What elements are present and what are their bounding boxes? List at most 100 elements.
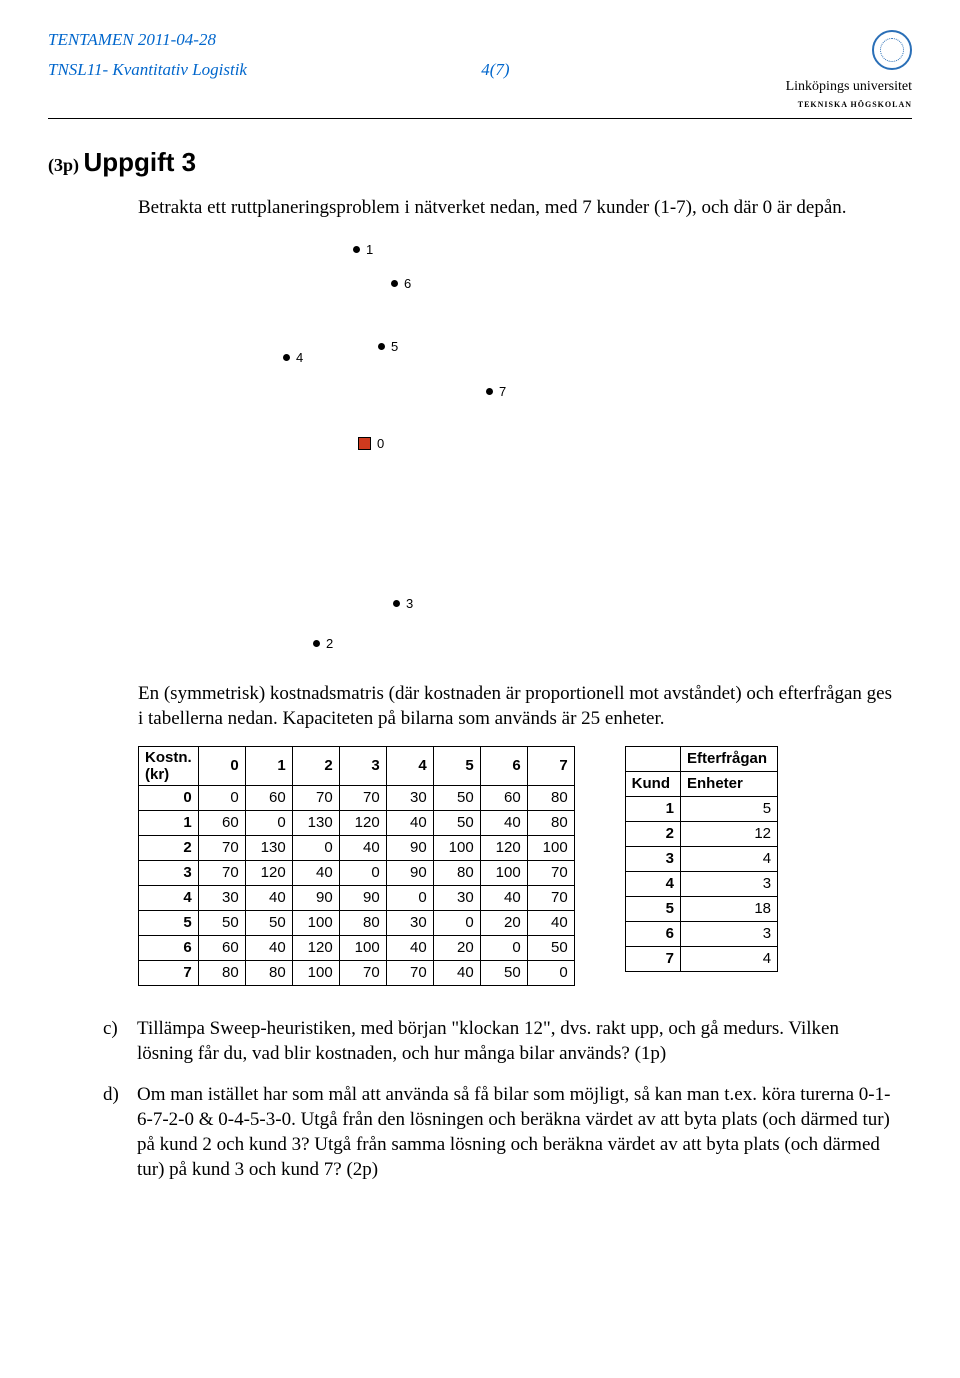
demand-value-cell: 12 <box>681 821 778 846</box>
cost-corner: Kostn.(kr) <box>139 746 199 785</box>
cost-cell: 80 <box>198 960 245 985</box>
cost-cell: 30 <box>386 910 433 935</box>
cost-cell: 60 <box>198 935 245 960</box>
subq-c-text: Tillämpa Sweep-heuristiken, med början "… <box>137 1018 839 1064</box>
cost-cell: 0 <box>245 810 292 835</box>
demand-value-cell: 4 <box>681 846 778 871</box>
demand-kund-cell: 4 <box>625 871 680 896</box>
table-row: 27013004090100120100 <box>139 835 575 860</box>
demand-kund-cell: 7 <box>625 946 680 971</box>
cost-cell: 90 <box>292 885 339 910</box>
demand-efterfragan-header: Efterfrågan <box>681 746 778 771</box>
tables-row: Kostn.(kr)012345670060707030506080160013… <box>138 746 892 986</box>
cost-row-header: 0 <box>139 785 199 810</box>
logo-text-sub: TEKNISKA HÖGSKOLAN <box>798 100 912 109</box>
cost-cell: 130 <box>292 810 339 835</box>
table-row: 15 <box>625 796 777 821</box>
cost-cell: 30 <box>386 785 433 810</box>
demand-value-cell: 4 <box>681 946 778 971</box>
table-row: 34 <box>625 846 777 871</box>
cost-cell: 90 <box>339 885 386 910</box>
demand-value-cell: 18 <box>681 896 778 921</box>
cost-cell: 40 <box>386 935 433 960</box>
cost-cell: 70 <box>527 885 574 910</box>
cost-cell: 70 <box>198 860 245 885</box>
course-code: TNSL11- Kvantitativ Logistik <box>48 60 247 79</box>
task-title: (3p) Uppgift 3 <box>48 147 912 178</box>
node-dot-icon <box>283 354 290 361</box>
table-row: 212 <box>625 821 777 846</box>
cost-row-header: 6 <box>139 935 199 960</box>
cost-col-header: 2 <box>292 746 339 785</box>
cost-cell: 100 <box>292 910 339 935</box>
cost-cell: 40 <box>527 910 574 935</box>
cost-col-header: 7 <box>527 746 574 785</box>
cost-cell: 70 <box>292 785 339 810</box>
cost-cell: 80 <box>339 910 386 935</box>
cost-cell: 40 <box>433 960 480 985</box>
subq-c: c) Tillämpa Sweep-heuristiken, med börja… <box>103 1016 892 1066</box>
cost-cell: 80 <box>433 860 480 885</box>
cost-cell: 100 <box>527 835 574 860</box>
demand-kund-cell: 1 <box>625 796 680 821</box>
cost-cell: 40 <box>386 810 433 835</box>
cost-cell: 50 <box>198 910 245 935</box>
cost-cell: 20 <box>433 935 480 960</box>
node-label: 0 <box>377 436 384 451</box>
cost-cell: 130 <box>245 835 292 860</box>
cost-cell: 50 <box>480 960 527 985</box>
node-0: 0 <box>358 434 384 450</box>
cost-cell: 0 <box>527 960 574 985</box>
subq-d-text: Om man istället har som mål att använda … <box>137 1084 890 1180</box>
cost-cell: 50 <box>245 910 292 935</box>
task-points: (3p) <box>48 155 79 175</box>
node-1: 1 <box>353 240 373 256</box>
node-7: 7 <box>486 382 506 398</box>
node-label: 3 <box>406 596 413 611</box>
demand-value-cell: 5 <box>681 796 778 821</box>
cost-col-header: 5 <box>433 746 480 785</box>
cost-cell: 100 <box>292 960 339 985</box>
cost-cell: 0 <box>198 785 245 810</box>
subq-d-marker: d) <box>103 1082 119 1107</box>
cost-cell: 120 <box>480 835 527 860</box>
demand-value-cell: 3 <box>681 871 778 896</box>
seal-icon <box>872 30 912 70</box>
node-label: 2 <box>326 636 333 651</box>
table-row: 78080100707040500 <box>139 960 575 985</box>
cost-row-header: 1 <box>139 810 199 835</box>
cost-cell: 70 <box>527 860 574 885</box>
demand-table: EfterfråganKundEnheter1521234435186374 <box>625 746 778 972</box>
table-row: 4304090900304070 <box>139 885 575 910</box>
cost-cell: 120 <box>292 935 339 960</box>
university-logo: Linköpings universitet TEKNISKA HÖGSKOLA… <box>786 30 912 112</box>
cost-row-header: 3 <box>139 860 199 885</box>
cost-cell: 100 <box>480 860 527 885</box>
cost-row-header: 7 <box>139 960 199 985</box>
table-row: 660401201004020050 <box>139 935 575 960</box>
mid-paragraph: En (symmetrisk) kostnadsmatris (där kost… <box>138 682 892 731</box>
cost-cell: 120 <box>245 860 292 885</box>
cost-cell: 0 <box>292 835 339 860</box>
cost-cell: 20 <box>480 910 527 935</box>
task-heading: Uppgift 3 <box>84 147 197 177</box>
cost-col-header: 3 <box>339 746 386 785</box>
table-row: 518 <box>625 896 777 921</box>
demand-kund-cell: 2 <box>625 821 680 846</box>
subq-d-points: (2p) <box>346 1159 378 1180</box>
table-row: 370120400908010070 <box>139 860 575 885</box>
demand-kund-cell: 6 <box>625 921 680 946</box>
cost-cell: 80 <box>527 810 574 835</box>
cost-cell: 40 <box>339 835 386 860</box>
cost-cell: 40 <box>245 935 292 960</box>
node-dot-icon <box>486 388 493 395</box>
subq-c-marker: c) <box>103 1016 118 1041</box>
cost-cell: 100 <box>433 835 480 860</box>
cost-row-header: 5 <box>139 910 199 935</box>
node-5: 5 <box>378 337 398 353</box>
demand-kund-header: Kund <box>625 771 680 796</box>
node-dot-icon <box>313 640 320 647</box>
table-row: 160013012040504080 <box>139 810 575 835</box>
node-dot-icon <box>353 246 360 253</box>
cost-cell: 0 <box>339 860 386 885</box>
